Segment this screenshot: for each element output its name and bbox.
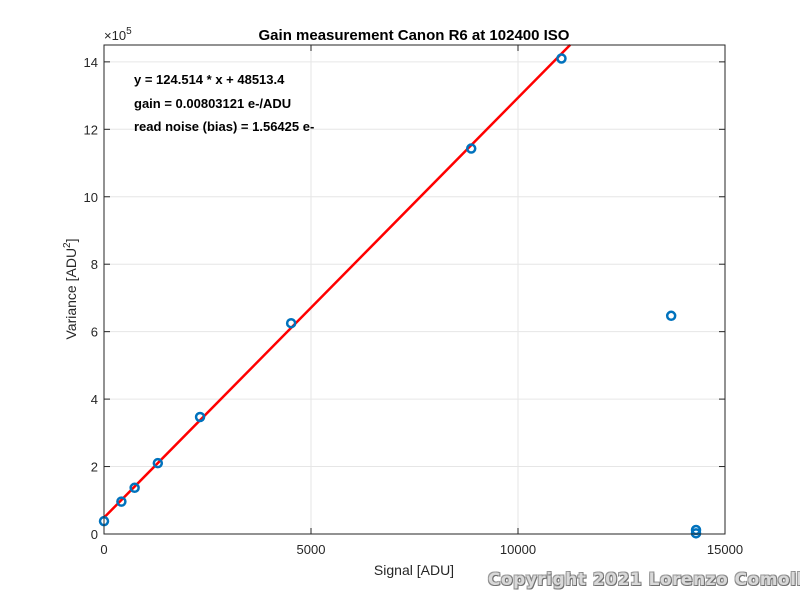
plot-frame xyxy=(103,44,726,535)
y-axis-ticks: 0 2 4 6 8 10 12 14 xyxy=(84,55,725,542)
data-points xyxy=(98,53,702,539)
y-tick-label: 12 xyxy=(84,122,98,137)
gain-annotation: gain = 0.00803121 e-/ADU xyxy=(134,96,291,111)
data-point xyxy=(690,528,702,539)
chart-title: Gain measurement Canon R6 at 102400 ISO xyxy=(259,27,570,44)
data-point xyxy=(116,496,127,507)
grid xyxy=(103,45,726,535)
y-tick-label: 6 xyxy=(91,325,98,340)
data-point xyxy=(285,317,297,329)
y-axis-label: Variance [ADU2] xyxy=(62,238,79,339)
data-point xyxy=(194,411,206,423)
x-tick-label: 10000 xyxy=(500,542,536,557)
fit-equation: y = 124.514 * x + 48513.4 xyxy=(134,72,285,87)
y-tick-label: 0 xyxy=(91,527,98,542)
plot-background xyxy=(104,45,725,534)
fit-line-layer xyxy=(103,43,572,519)
data-point xyxy=(129,482,140,494)
y-axis-exponent: ×105 xyxy=(104,26,132,43)
y-tick-label: 8 xyxy=(91,257,98,272)
data-point xyxy=(665,310,677,322)
y-tick-label: 4 xyxy=(91,392,98,407)
y-tick-label: 10 xyxy=(84,190,98,205)
read-noise-annotation: read noise (bias) = 1.56425 e- xyxy=(134,119,314,134)
y-tick-label: 2 xyxy=(91,460,98,475)
x-axis-ticks: 0 5000 10000 15000 xyxy=(100,45,743,557)
y-tick-label: 14 xyxy=(84,55,98,70)
data-point xyxy=(152,457,164,469)
x-axis-label: Signal [ADU] xyxy=(374,562,454,578)
copyright-watermark: Copyright 2021 Lorenzo Comolli xyxy=(488,570,800,590)
x-tick-label: 5000 xyxy=(297,542,326,557)
x-tick-label: 0 xyxy=(100,542,107,557)
x-tick-label: 15000 xyxy=(707,542,743,557)
data-point xyxy=(556,53,567,64)
data-point xyxy=(465,143,477,154)
fit-line xyxy=(103,43,572,519)
